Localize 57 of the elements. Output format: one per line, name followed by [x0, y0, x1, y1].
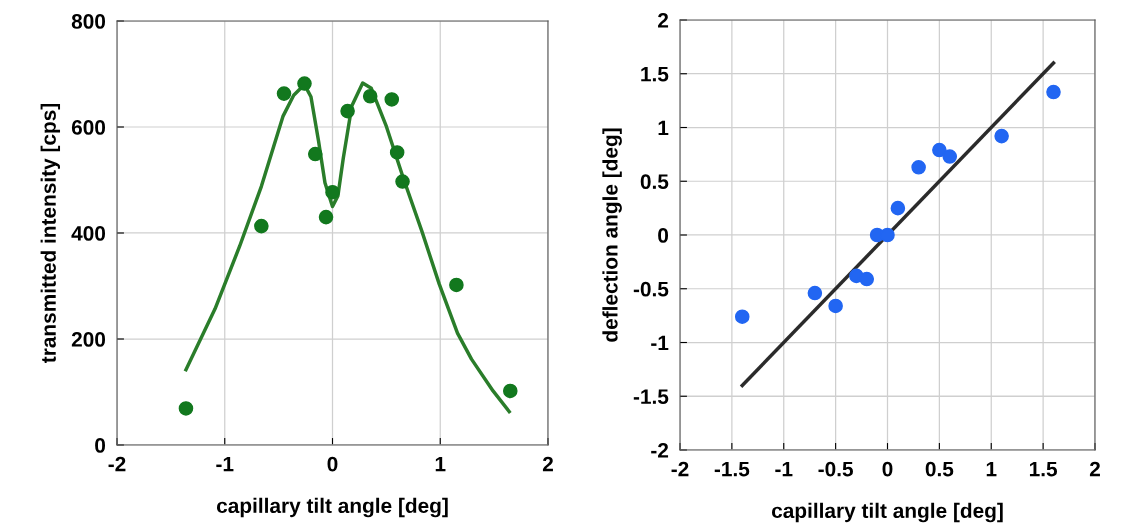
point	[734, 309, 750, 324]
point	[807, 285, 823, 301]
point	[325, 184, 340, 200]
x-tick-label: -2	[671, 461, 689, 477]
point	[880, 227, 895, 243]
y-tick-label: 0	[95, 438, 106, 453]
y-tick-label: 1.5	[641, 66, 669, 82]
x-tick-label: 0	[882, 461, 893, 477]
point	[362, 88, 378, 104]
point	[389, 145, 405, 160]
y-axis-title: deflection angle [deg]	[602, 128, 622, 342]
y-tick-label: 0.5	[640, 174, 669, 189]
point	[828, 298, 843, 314]
point	[890, 200, 906, 216]
x-tick-label: -1	[775, 461, 793, 477]
y-tick-label: 400	[71, 226, 106, 241]
point	[1046, 84, 1061, 100]
y-tick-label: 800	[71, 14, 106, 29]
point	[503, 383, 518, 399]
point	[942, 149, 958, 164]
x-tick-label: -1	[216, 456, 234, 472]
x-tick-label: -2	[108, 456, 126, 472]
y-tick-label: 200	[71, 332, 106, 347]
point	[994, 128, 1009, 144]
point	[178, 401, 194, 416]
x-tick-label: 1	[986, 461, 997, 477]
x-tick-label: 1.5	[1029, 461, 1058, 477]
x-tick-label: -1.5	[714, 461, 750, 477]
x-tick-label: 1	[435, 456, 446, 472]
point	[297, 76, 312, 91]
x-tick-label: 0	[327, 456, 338, 472]
point	[307, 146, 323, 162]
point	[911, 159, 926, 175]
x-axis-title: capillary tilt angle [deg]	[216, 497, 448, 518]
y-tick-label: 600	[71, 120, 106, 135]
point	[859, 271, 875, 287]
point	[254, 218, 269, 234]
point	[276, 86, 292, 101]
y-tick-label: -2	[651, 443, 669, 458]
x-axis-title: capillary tilt angle [deg]	[771, 502, 1003, 523]
y-tick-label: -0.5	[633, 281, 669, 297]
x-tick-label: 2	[542, 456, 553, 472]
y-tick-label: 1	[658, 120, 669, 136]
y-tick-label: -1	[651, 335, 669, 351]
x-tick-label: 0.5	[925, 461, 954, 477]
x-tick-label: 2	[1089, 461, 1100, 477]
point	[340, 103, 355, 119]
point	[318, 209, 334, 225]
point	[384, 92, 400, 107]
y-tick-label: 0	[658, 228, 669, 243]
x-tick-label: -0.5	[818, 461, 853, 477]
point	[395, 174, 410, 189]
point	[449, 277, 464, 293]
y-tick-label: 2	[658, 13, 669, 28]
point	[932, 142, 947, 158]
y-tick-label: -1.5	[633, 389, 669, 404]
y-axis-title: transmitted intensity [cps]	[40, 103, 61, 363]
